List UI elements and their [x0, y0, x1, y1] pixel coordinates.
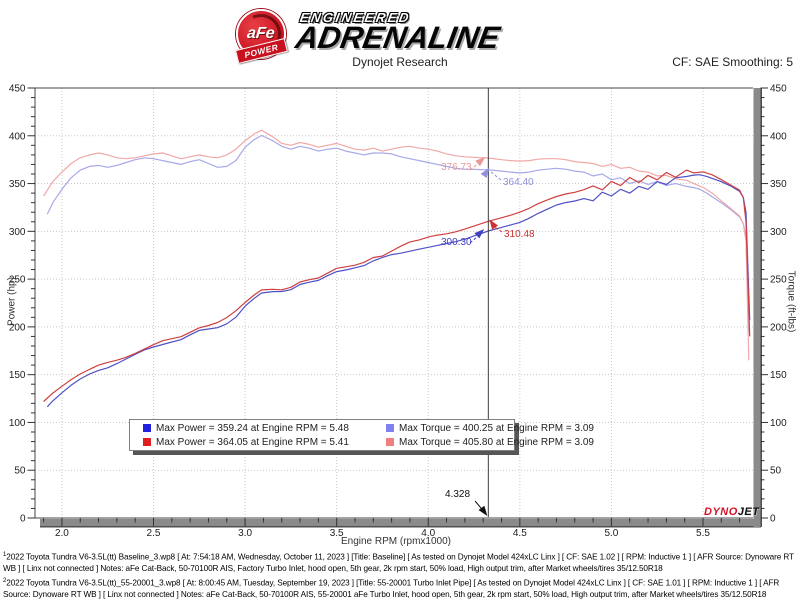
- svg-text:0: 0: [20, 514, 26, 525]
- run-note-1-marker: 1: [3, 552, 7, 558]
- svg-text:250: 250: [9, 275, 26, 286]
- curve-55-20001-torque: [43, 129, 750, 361]
- legend-item-max-torque-intake: Max Torque = 405.80 at Engine RPM = 3.09: [386, 437, 594, 448]
- run-note-2-text: 2022 Toyota Tundra V6-3.5L(tt)_55-20001_…: [3, 578, 780, 599]
- legend-swatch-lightred: [386, 438, 394, 446]
- right-axis-bar: [753, 88, 761, 527]
- plot-border: [34, 87, 753, 519]
- legend-box[interactable]: Max Power = 359.24 at Engine RPM = 5.48 …: [129, 419, 594, 451]
- svg-text:4.5: 4.5: [513, 528, 527, 539]
- run-note-2-marker: 2: [3, 577, 7, 584]
- legend-item-max-power-baseline: Max Power = 359.24 at Engine RPM = 5.48: [143, 423, 386, 434]
- svg-text:100: 100: [9, 418, 26, 429]
- cursor-marker-arrow: [480, 167, 490, 179]
- legend-swatch-lightblue: [386, 424, 394, 432]
- svg-text:350: 350: [9, 179, 26, 190]
- smoothing-setting-label: CF: SAE Smoothing: 5: [672, 55, 793, 69]
- svg-text:5.5: 5.5: [696, 528, 710, 539]
- dynojet-logo: DYNOJET: [704, 506, 759, 518]
- legend-label: Max Torque = 400.25 at Engine RPM = 3.09: [399, 422, 594, 434]
- svg-text:4.0: 4.0: [421, 528, 435, 539]
- tick-labels: 0 0 50 50 100 100 150 150 200 200 250 250 300 300 350 3…: [9, 84, 787, 540]
- curve-55-20001-power: [43, 169, 751, 402]
- cursor-marker-arrow: [489, 219, 499, 230]
- svg-text:300: 300: [9, 227, 26, 238]
- cursor-marker-arrow: [478, 505, 488, 516]
- afe-brand-logo: aFe POWER ENGINEERED ADRENALINE: [235, 7, 566, 64]
- svg-text:400: 400: [9, 131, 26, 142]
- svg-text:50: 50: [770, 466, 782, 477]
- cursor-marker-arrow: [474, 229, 485, 239]
- svg-text:5.0: 5.0: [604, 528, 618, 539]
- svg-text:50: 50: [14, 466, 26, 477]
- svg-text:200: 200: [770, 322, 787, 333]
- svg-text:150: 150: [9, 370, 26, 381]
- legend-label: Max Torque = 405.80 at Engine RPM = 3.09: [399, 436, 594, 448]
- svg-text:250: 250: [770, 275, 787, 286]
- cursor-reading-power-intake: 310.48: [504, 229, 535, 240]
- legend-label: Max Power = 364.05 at Engine RPM = 5.41: [156, 436, 349, 448]
- cursor-reading-power-baseline: 300.30: [441, 237, 472, 248]
- svg-text:200: 200: [9, 322, 26, 333]
- svg-text:3.0: 3.0: [238, 528, 252, 539]
- legend-label: Max Power = 359.24 at Engine RPM = 5.48: [156, 422, 349, 434]
- afe-logo-icon: aFe POWER: [235, 9, 288, 64]
- cursor-reading-torque-intake: 376.73: [441, 162, 472, 173]
- svg-text:450: 450: [770, 84, 787, 95]
- legend-swatch-red: [143, 438, 151, 446]
- axis-ticks: [27, 87, 768, 527]
- right-axis-title: Torque (ft-lbs): [785, 270, 797, 333]
- run-note-1: 12022 Toyota Tundra V6-3.5L(tt) Baseline…: [3, 550, 798, 575]
- run-note-2: 22022 Toyota Tundra V6-3.5L(tt)_55-20001…: [3, 576, 798, 600]
- curve-baseline-power: [46, 174, 751, 408]
- svg-text:300: 300: [770, 227, 787, 238]
- run-notes: 12022 Toyota Tundra V6-3.5L(tt) Baseline…: [3, 550, 798, 600]
- cursor-reading-torque-baseline: 364.40: [503, 177, 534, 188]
- svg-text:2.5: 2.5: [147, 528, 161, 539]
- legend-swatch-blue: [143, 424, 151, 432]
- cursor-marker-arrow: [475, 157, 486, 167]
- run-note-1-text: 2022 Toyota Tundra V6-3.5L(tt) Baseline_…: [3, 552, 794, 574]
- x-axis-bar: [40, 519, 761, 526]
- svg-text:100: 100: [770, 418, 787, 429]
- dynojet-logo-dyno: DYNO: [704, 506, 738, 518]
- svg-text:3.5: 3.5: [330, 528, 344, 539]
- svg-text:150: 150: [770, 370, 787, 381]
- cursor-rpm-label: 4.328: [445, 489, 471, 500]
- left-axis-title: Power (hp): [6, 277, 18, 326]
- curve-baseline-torque: [46, 134, 750, 332]
- svg-text:400: 400: [770, 131, 787, 142]
- dynojet-logo-jet: JET: [737, 506, 760, 518]
- gridlines: [35, 88, 753, 518]
- legend-item-max-power-intake: Max Power = 364.05 at Engine RPM = 5.41: [143, 437, 386, 448]
- legend-item-max-torque-baseline: Max Torque = 400.25 at Engine RPM = 3.09: [386, 423, 594, 434]
- x-axis-title: Engine RPM (rpmx1000): [340, 536, 452, 547]
- svg-text:450: 450: [9, 84, 26, 95]
- svg-text:2.0: 2.0: [55, 528, 69, 539]
- svg-text:350: 350: [770, 179, 787, 190]
- page-title: Dynojet Research: [352, 55, 448, 69]
- svg-text:0: 0: [770, 514, 776, 525]
